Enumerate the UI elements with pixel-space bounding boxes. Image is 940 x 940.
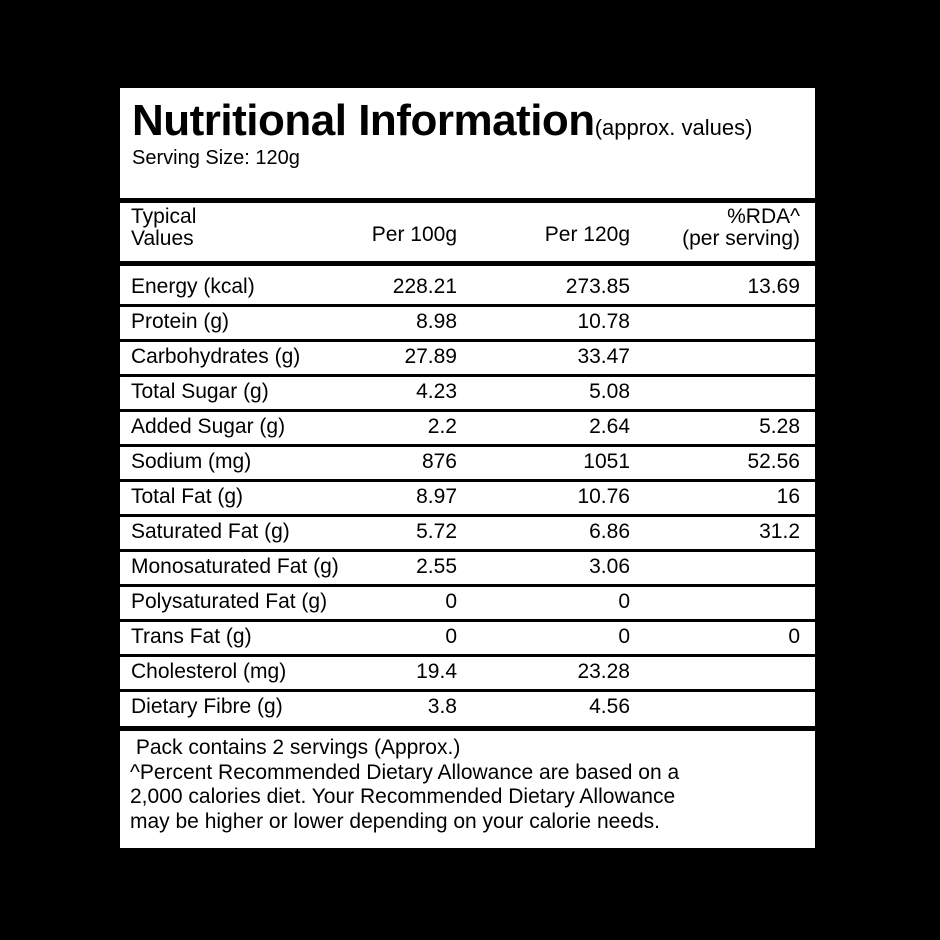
header-line: %RDA^ (727, 205, 800, 228)
footer-line: ^Percent Recommended Dietary Allowance a… (130, 760, 680, 784)
footer-line: may be higher or lower depending on your… (130, 809, 660, 833)
row-rule (120, 304, 815, 307)
row-rule (120, 654, 815, 657)
table-row: Polysaturated Fat (g) 0 0 (120, 585, 815, 622)
row-rule (120, 619, 815, 622)
table-row: Cholesterol (mg) 19.4 23.28 (120, 655, 815, 692)
header-line: Per 100g (371, 223, 457, 246)
cell-value: 228.21 (392, 275, 457, 298)
row-rule (120, 339, 815, 342)
title-text: Nutritional Information (132, 96, 595, 145)
title: Nutritional Information(approx. values) (132, 96, 752, 146)
table-row: Energy (kcal) 228.21 273.85 13.69 (120, 270, 815, 307)
table-row: Total Sugar (g) 4.23 5.08 (120, 375, 815, 412)
table-row: Dietary Fibre (g) 3.8 4.56 (120, 690, 815, 725)
cell-value: 19.4 (416, 660, 457, 683)
title-note: (approx. values) (594, 115, 753, 140)
table-row: Sodium (mg) 876 1051 52.56 (120, 445, 815, 482)
row-rule (120, 479, 815, 482)
cell-value: 52.56 (747, 450, 800, 473)
row-label: Monosaturated Fat (g) (131, 555, 339, 578)
column-header: Per 120g (545, 224, 630, 246)
cell-value: 5.28 (759, 415, 800, 438)
cell-value: 0 (618, 590, 630, 613)
cell-value: 27.89 (404, 345, 457, 368)
row-rule (120, 374, 815, 377)
cell-value: 1051 (583, 450, 630, 473)
row-label: Total Fat (g) (131, 485, 244, 508)
row-label: Saturated Fat (g) (131, 520, 290, 543)
cell-value: 3.06 (589, 555, 630, 578)
table-row: Protein (g) 8.98 10.78 (120, 305, 815, 342)
thick-rule (120, 726, 815, 731)
cell-value: 273.85 (565, 275, 630, 298)
cell-value: 31.2 (759, 520, 800, 543)
header-line: Per 120g (544, 223, 630, 246)
row-rule (120, 584, 815, 587)
column-header: Typical Values (131, 206, 196, 250)
cell-value: 23.28 (577, 660, 630, 683)
row-label: Dietary Fibre (g) (131, 695, 283, 718)
cell-value: 33.47 (577, 345, 630, 368)
cell-value: 2.2 (427, 415, 457, 438)
cell-value: 0 (788, 625, 800, 648)
table-row: Monosaturated Fat (g) 2.55 3.06 (120, 550, 815, 587)
row-label: Sodium (mg) (131, 450, 252, 473)
label-panel: Nutritional Information(approx. values) … (120, 88, 815, 848)
cell-value: 5.08 (589, 380, 630, 403)
cell-value: 10.78 (577, 310, 630, 333)
row-label: Total Sugar (g) (131, 380, 269, 403)
row-label: Energy (kcal) (131, 275, 255, 298)
cell-value: 2.64 (589, 415, 630, 438)
table-row: Total Fat (g) 8.97 10.76 16 (120, 480, 815, 517)
cell-value: 0 (618, 625, 630, 648)
cell-value: 876 (421, 450, 457, 473)
cell-value: 10.76 (577, 485, 630, 508)
header-line: Values (131, 227, 194, 250)
column-header: %RDA^ (per serving) (682, 206, 800, 250)
row-rule (120, 409, 815, 412)
table-row: Added Sugar (g) 2.2 2.64 5.28 (120, 410, 815, 447)
thick-rule (120, 198, 815, 203)
row-label: Added Sugar (g) (131, 415, 286, 438)
cell-value: 8.98 (416, 310, 457, 333)
cell-value: 2.55 (416, 555, 457, 578)
cell-value: 4.23 (416, 380, 457, 403)
row-rule (120, 549, 815, 552)
table-row: Saturated Fat (g) 5.72 6.86 31.2 (120, 515, 815, 552)
cell-value: 13.69 (747, 275, 800, 298)
row-label: Protein (g) (131, 310, 230, 333)
footer-line: 2,000 calories diet. Your Recommended Di… (130, 785, 676, 808)
cell-value: 5.72 (416, 520, 457, 543)
row-label: Carbohydrates (g) (131, 345, 301, 368)
footer-line: Pack contains 2 servings (Approx.) (130, 736, 461, 759)
cell-value: 3.8 (427, 695, 457, 718)
cell-value: 4.56 (589, 695, 630, 718)
row-rule (120, 689, 815, 692)
cell-value: 6.86 (589, 520, 630, 543)
header-line: Typical (131, 205, 197, 228)
row-rule (120, 444, 815, 447)
footer: Pack contains 2 servings (Approx.) ^Perce… (130, 736, 679, 834)
column-header: Per 100g (372, 224, 457, 246)
cell-value: 16 (776, 485, 800, 508)
thick-rule (120, 261, 815, 266)
header-line: (per serving) (682, 227, 800, 250)
table-row: Trans Fat (g) 0 0 0 (120, 620, 815, 657)
cell-value: 0 (445, 590, 457, 613)
cell-value: 8.97 (416, 485, 457, 508)
row-label: Trans Fat (g) (131, 625, 252, 648)
row-label: Cholesterol (mg) (131, 660, 287, 683)
table-row: Carbohydrates (g) 27.89 33.47 (120, 340, 815, 377)
row-rule (120, 514, 815, 517)
cell-value: 0 (445, 625, 457, 648)
serving-size: Serving Size: 120g (132, 147, 300, 169)
row-label: Polysaturated Fat (g) (131, 590, 328, 613)
